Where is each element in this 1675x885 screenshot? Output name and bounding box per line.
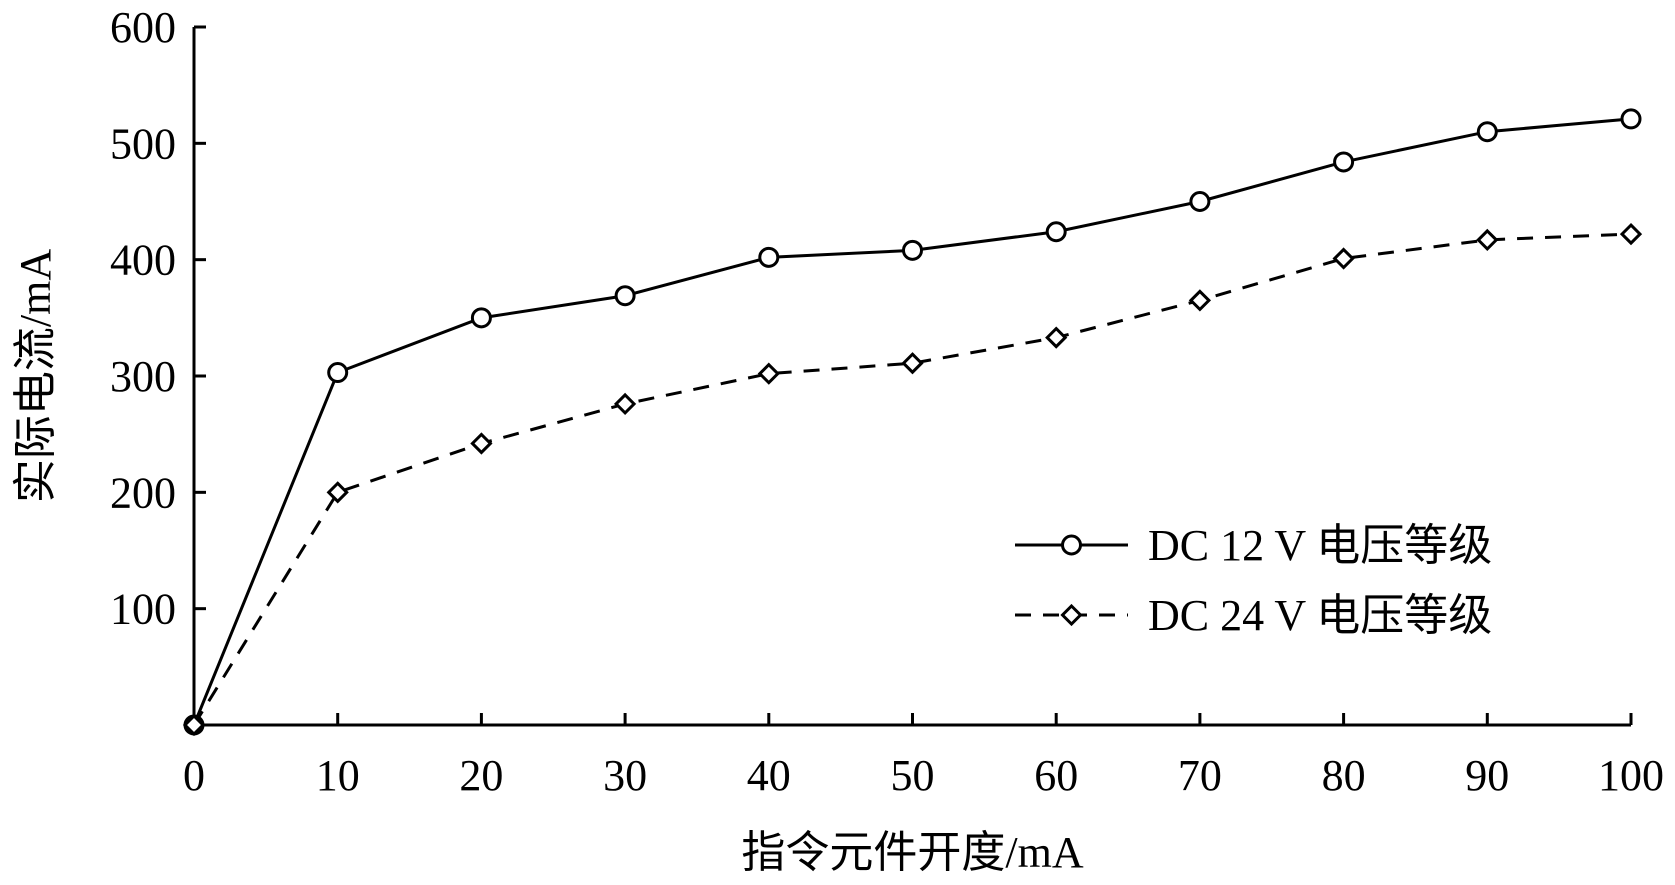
x-tick-label: 20 xyxy=(459,751,503,800)
data-point xyxy=(1333,151,1355,173)
data-point xyxy=(1620,108,1642,130)
y-tick-label: 300 xyxy=(110,352,176,401)
data-point xyxy=(613,392,637,416)
y-tick-label: 600 xyxy=(110,3,176,52)
data-point xyxy=(182,713,206,737)
x-tick-label: 90 xyxy=(1465,751,1509,800)
x-tick-label: 50 xyxy=(891,751,935,800)
x-ticks: 0 10 20 30 40 50 60 70 80 90 100 xyxy=(183,713,1664,800)
data-point xyxy=(327,362,349,384)
data-point xyxy=(1045,221,1067,243)
x-axis-label: 指令元件开度/mA xyxy=(741,828,1083,877)
x-tick-label: 60 xyxy=(1034,751,1078,800)
y-tick-label: 100 xyxy=(110,585,176,634)
legend-item: DC 24 V 电压等级 xyxy=(1015,591,1492,640)
legend-marker xyxy=(1061,534,1082,556)
x-tick-label: 100 xyxy=(1598,751,1664,800)
data-point xyxy=(757,362,780,385)
legend: DC 12 V 电压等级 DC 24 V 电压等级 xyxy=(1015,521,1492,640)
x-tick-label: 80 xyxy=(1322,751,1366,800)
series-1 xyxy=(183,108,1642,736)
data-point xyxy=(1476,121,1498,143)
y-ticks: 100 200 300 400 500 600 xyxy=(110,3,206,634)
legend-marker xyxy=(1060,603,1083,627)
series-line-2 xyxy=(192,232,1632,726)
data-point xyxy=(470,432,493,455)
data-point xyxy=(470,307,492,329)
y-tick-label: 400 xyxy=(110,236,176,285)
x-tick-label: 0 xyxy=(183,751,205,800)
legend-item: DC 12 V 电压等级 xyxy=(1015,521,1492,570)
data-point xyxy=(1189,191,1211,212)
y-tick-label: 200 xyxy=(110,468,176,517)
data-point xyxy=(901,352,924,375)
series-group xyxy=(182,108,1643,737)
data-point xyxy=(902,239,923,261)
x-tick-label: 40 xyxy=(747,751,791,800)
data-point xyxy=(1188,289,1212,312)
series-2 xyxy=(182,222,1643,737)
y-axis-label: 实际电流/mA xyxy=(11,249,60,503)
data-point xyxy=(758,246,780,268)
data-point xyxy=(1332,247,1355,270)
x-tick-label: 70 xyxy=(1178,751,1222,800)
data-point xyxy=(1045,326,1068,349)
x-tick-label: 10 xyxy=(316,751,360,800)
x-tick-label: 30 xyxy=(603,751,647,800)
legend-label: DC 12 V 电压等级 xyxy=(1148,521,1492,570)
legend-label: DC 24 V 电压等级 xyxy=(1148,591,1492,640)
data-point xyxy=(326,481,349,504)
data-point xyxy=(614,285,636,307)
y-tick-label: 500 xyxy=(110,119,176,168)
data-point xyxy=(1619,222,1643,246)
data-point xyxy=(1476,228,1499,252)
